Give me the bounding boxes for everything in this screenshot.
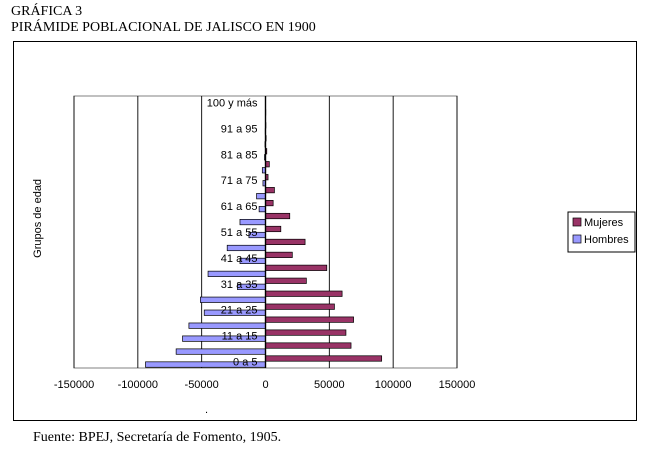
legend-swatch-hombres [572, 234, 582, 244]
category-label: 31 a 35 [221, 279, 258, 291]
y-axis-title: Grupos de edad [32, 179, 44, 258]
bar-mujeres [265, 329, 347, 336]
x-tick-label: 100000 [375, 379, 412, 391]
bar-mujeres [265, 316, 354, 323]
bar-hombres [200, 296, 266, 303]
bar-hombres [207, 270, 266, 277]
category-label: 81 a 85 [221, 149, 258, 161]
bar-mujeres [265, 355, 383, 362]
category-label: 61 a 65 [221, 201, 258, 213]
category-label: 0 a 5 [233, 357, 257, 369]
x-tick-label: 0 [262, 379, 268, 391]
bar-mujeres [265, 187, 275, 194]
bar-mujeres [265, 342, 352, 349]
category-label: 100 y más [207, 97, 258, 109]
x-tick-label: 50000 [314, 379, 345, 391]
bar-mujeres [265, 277, 307, 284]
bar-mujeres [265, 303, 335, 310]
legend-label-mujeres: Mujeres [584, 217, 624, 229]
footnote-mark: . [205, 404, 208, 416]
legend-label-hombres: Hombres [584, 234, 629, 246]
bar-mujeres [265, 200, 274, 207]
category-labels: 0 a 5 11 a 15 21 a 25 31 a 35 41 a 45 51 a 55… [207, 97, 258, 368]
x-tick-label: -100000 [118, 379, 158, 391]
bar-hombres [188, 322, 266, 329]
category-label: 41 a 45 [221, 253, 258, 265]
figure-label: GRÁFICA 3 [11, 4, 83, 19]
bar-hombres [256, 193, 266, 200]
x-tick-label: 150000 [439, 379, 476, 391]
series-hombres-bars [145, 102, 266, 368]
bar-mujeres [265, 238, 306, 246]
category-label: 91 a 95 [221, 123, 258, 135]
x-tick-label: -50000 [185, 379, 219, 391]
bar-hombres [258, 206, 266, 213]
category-label: 71 a 75 [221, 175, 258, 187]
x-tick-label: -150000 [54, 379, 94, 391]
category-label: 51 a 55 [221, 227, 258, 239]
bar-mujeres [265, 212, 291, 220]
source-note: Fuente: BPEJ, Secretaría de Fomento, 190… [33, 430, 282, 445]
bar-hombres [175, 348, 266, 355]
legend: Mujeres Hombres [567, 211, 636, 253]
chart-frame [13, 41, 637, 421]
figure-title: PIRÁMIDE POBLACIONAL DE JALISCO EN 1900 [11, 20, 316, 35]
bar-mujeres [265, 290, 343, 297]
bar-mujeres [265, 264, 328, 271]
legend-swatch-mujeres [572, 217, 582, 227]
category-label: 11 a 15 [222, 331, 258, 343]
bar-mujeres [265, 251, 293, 258]
bar-hombres [239, 218, 266, 226]
category-label: 21 a 25 [221, 305, 258, 317]
bar-mujeres [265, 225, 282, 233]
bar-hombres [226, 244, 266, 252]
x-tick-labels: -150000 -100000 -50000 0 50000 100000 150000 [54, 379, 476, 391]
